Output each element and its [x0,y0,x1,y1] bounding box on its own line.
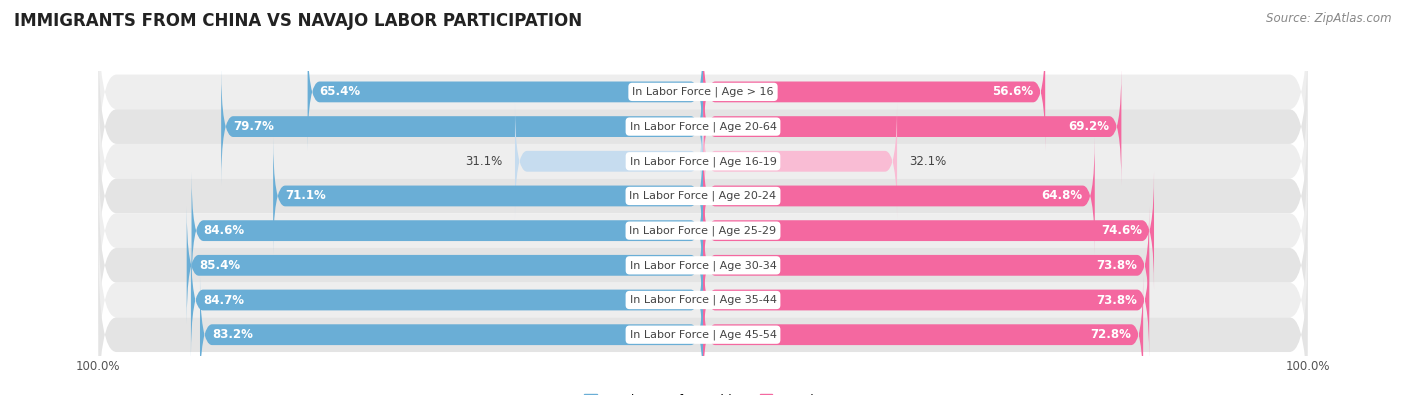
Text: In Labor Force | Age > 16: In Labor Force | Age > 16 [633,87,773,97]
Text: 32.1%: 32.1% [910,155,946,168]
Text: 74.6%: 74.6% [1101,224,1142,237]
FancyBboxPatch shape [703,276,1143,394]
Text: 83.2%: 83.2% [212,328,253,341]
FancyBboxPatch shape [703,206,1149,324]
FancyBboxPatch shape [98,213,1308,387]
FancyBboxPatch shape [98,248,1308,395]
Text: 73.8%: 73.8% [1097,293,1137,307]
Text: 65.4%: 65.4% [319,85,361,98]
Text: In Labor Force | Age 16-19: In Labor Force | Age 16-19 [630,156,776,167]
FancyBboxPatch shape [98,5,1308,179]
Text: 31.1%: 31.1% [465,155,503,168]
Text: IMMIGRANTS FROM CHINA VS NAVAJO LABOR PARTICIPATION: IMMIGRANTS FROM CHINA VS NAVAJO LABOR PA… [14,12,582,30]
Text: 64.8%: 64.8% [1042,190,1083,203]
Text: Source: ZipAtlas.com: Source: ZipAtlas.com [1267,12,1392,25]
Text: 69.2%: 69.2% [1069,120,1109,133]
FancyBboxPatch shape [98,179,1308,352]
FancyBboxPatch shape [191,241,703,359]
Text: 79.7%: 79.7% [233,120,274,133]
Text: In Labor Force | Age 20-64: In Labor Force | Age 20-64 [630,121,776,132]
Text: 56.6%: 56.6% [993,85,1033,98]
Legend: Immigrants from China, Navajo: Immigrants from China, Navajo [579,389,827,395]
FancyBboxPatch shape [187,206,703,324]
Text: 84.6%: 84.6% [204,224,245,237]
FancyBboxPatch shape [703,68,1122,186]
FancyBboxPatch shape [273,137,703,255]
FancyBboxPatch shape [703,137,1095,255]
FancyBboxPatch shape [515,102,703,220]
FancyBboxPatch shape [308,33,703,151]
Text: In Labor Force | Age 45-54: In Labor Force | Age 45-54 [630,329,776,340]
Text: 71.1%: 71.1% [285,190,326,203]
Text: In Labor Force | Age 25-29: In Labor Force | Age 25-29 [630,226,776,236]
FancyBboxPatch shape [98,40,1308,213]
FancyBboxPatch shape [98,75,1308,248]
FancyBboxPatch shape [98,109,1308,283]
FancyBboxPatch shape [703,102,897,220]
FancyBboxPatch shape [703,33,1045,151]
Text: In Labor Force | Age 35-44: In Labor Force | Age 35-44 [630,295,776,305]
Text: 84.7%: 84.7% [202,293,245,307]
FancyBboxPatch shape [703,241,1149,359]
Text: In Labor Force | Age 20-24: In Labor Force | Age 20-24 [630,191,776,201]
Text: 72.8%: 72.8% [1090,328,1130,341]
FancyBboxPatch shape [703,172,1154,290]
Text: 73.8%: 73.8% [1097,259,1137,272]
FancyBboxPatch shape [200,276,703,394]
Text: In Labor Force | Age 30-34: In Labor Force | Age 30-34 [630,260,776,271]
FancyBboxPatch shape [98,144,1308,317]
FancyBboxPatch shape [221,68,703,186]
Text: 85.4%: 85.4% [198,259,240,272]
FancyBboxPatch shape [191,172,703,290]
